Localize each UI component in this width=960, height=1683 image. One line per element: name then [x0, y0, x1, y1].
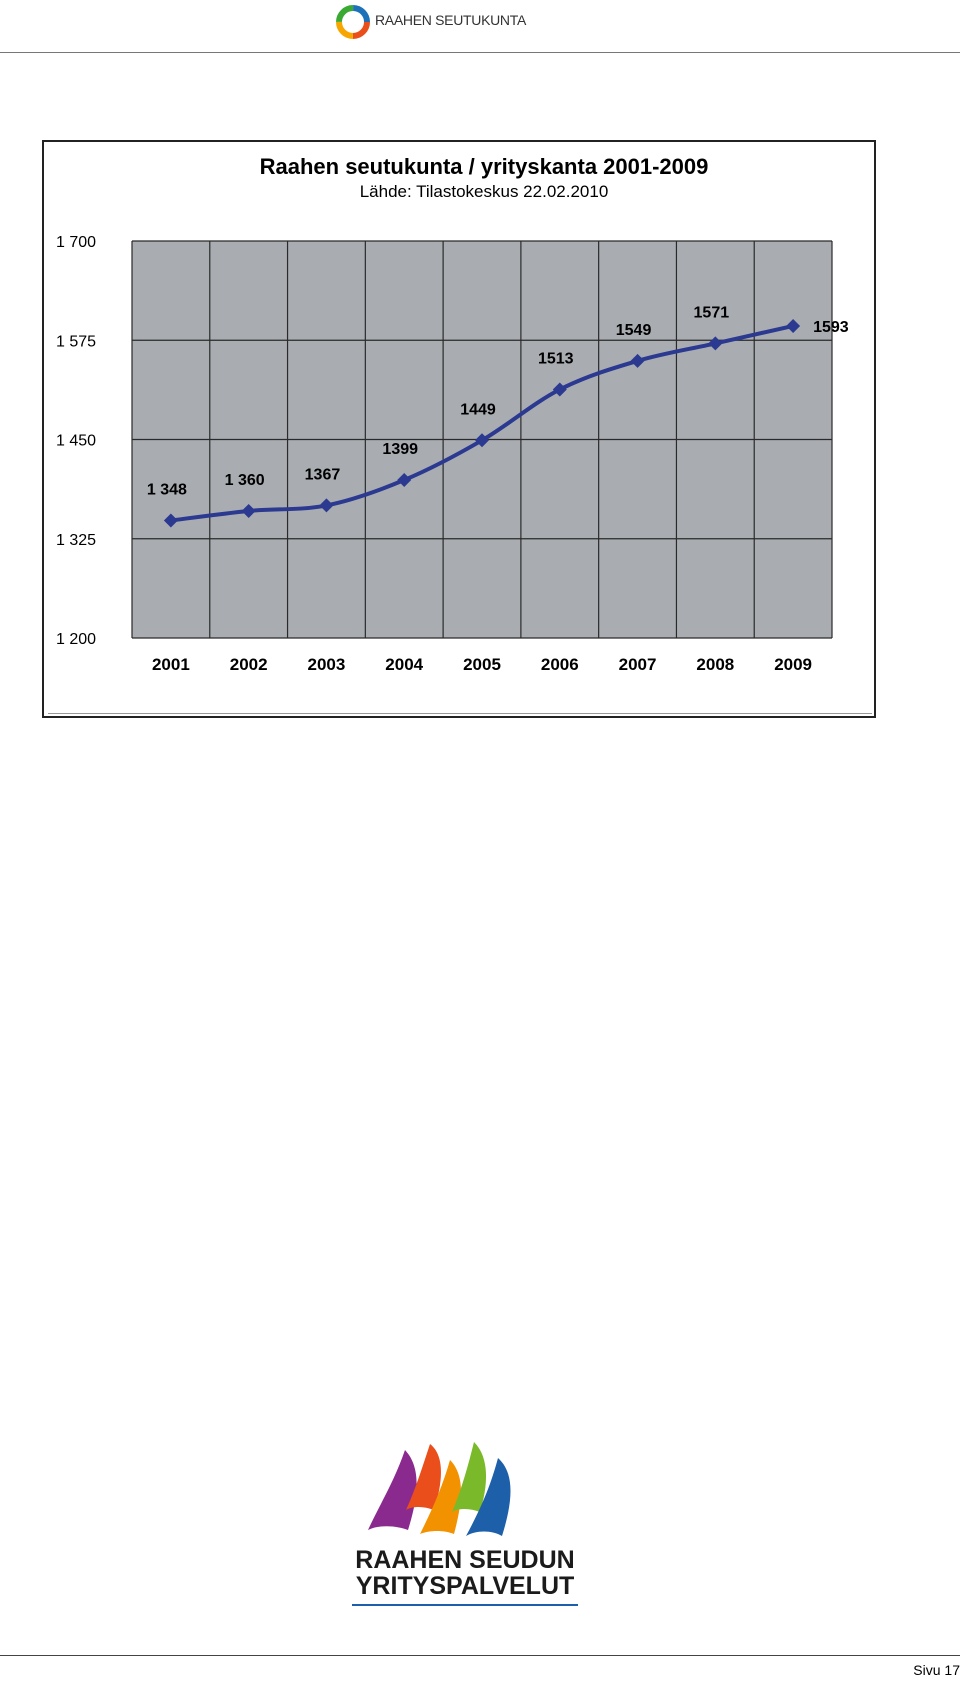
logo-line1: RAAHEN SEUDUN [355, 1546, 574, 1574]
red-sail-icon [406, 1444, 441, 1510]
page-number: Sivu 17 [913, 1662, 960, 1678]
chart-title: Raahen seutukunta / yrityskanta 2001-200… [260, 154, 709, 179]
footer-divider [0, 1655, 960, 1656]
x-tick-label: 2004 [385, 655, 423, 674]
data-point [163, 513, 178, 528]
chart-container: Raahen seutukunta / yrityskanta 2001-200… [42, 140, 876, 718]
data-point [397, 472, 412, 487]
x-tick-label: 2002 [230, 655, 268, 674]
data-label: 1367 [305, 466, 341, 483]
y-tick-label: 1 700 [56, 234, 96, 251]
data-series [163, 318, 801, 528]
x-tick-label: 2003 [308, 655, 346, 674]
header-brand-text: RAAHEN SEUTUKUNTA [375, 12, 526, 28]
ring-logo-icon [336, 5, 370, 39]
orange-sail-icon [420, 1460, 461, 1534]
gridlines [131, 240, 833, 639]
x-tick-label: 2007 [619, 655, 657, 674]
blue-sail-icon [466, 1458, 511, 1536]
data-point [319, 498, 334, 513]
x-tick-label: 2005 [463, 655, 501, 674]
data-point [630, 353, 645, 368]
chart-subtitle: Lähde: Tilastokeskus 22.02.2010 [360, 182, 609, 201]
y-tick-label: 1 325 [56, 532, 96, 549]
data-point [552, 382, 567, 397]
data-labels: 1 348 1 360 1367 1399 1449 1513 1549 1571 1593 [147, 304, 849, 498]
header-divider [0, 52, 960, 53]
y-tick-label: 1 575 [56, 333, 96, 350]
data-label: 1 360 [225, 472, 265, 489]
green-sail-icon [452, 1442, 487, 1512]
y-tick-label: 1 200 [56, 631, 96, 648]
data-label: 1571 [694, 304, 730, 321]
data-label: 1593 [813, 319, 849, 336]
data-label: 1513 [538, 350, 574, 367]
data-label: 1 348 [147, 481, 187, 498]
x-tick-label: 2006 [541, 655, 579, 674]
data-label: 1399 [382, 441, 418, 458]
x-tick-label: 2009 [774, 655, 812, 674]
logo-line2: YRITYSPALVELUT [356, 1572, 575, 1600]
data-point [708, 336, 723, 351]
x-tick-label: 2001 [152, 655, 190, 674]
data-point [241, 503, 256, 518]
page-header: RAAHEN SEUTUKUNTA [0, 0, 960, 54]
line-chart: Raahen seutukunta / yrityskanta 2001-200… [56, 154, 849, 674]
purple-sail-icon [368, 1450, 417, 1530]
chart-bottom-divider [48, 713, 872, 714]
data-label: 1549 [616, 322, 652, 339]
y-tick-label: 1 450 [56, 433, 96, 450]
x-tick-label: 2008 [696, 655, 734, 674]
data-point [786, 318, 801, 333]
logo-underline [352, 1604, 578, 1606]
data-label: 1449 [460, 401, 496, 418]
sails-logo: RAAHEN SEUDUN YRITYSPALVELUT [352, 1442, 578, 1606]
data-point [475, 433, 489, 448]
axis-labels: 1 200 1 325 1 450 1 575 1 700 2001 2002 2003 200… [56, 234, 812, 674]
